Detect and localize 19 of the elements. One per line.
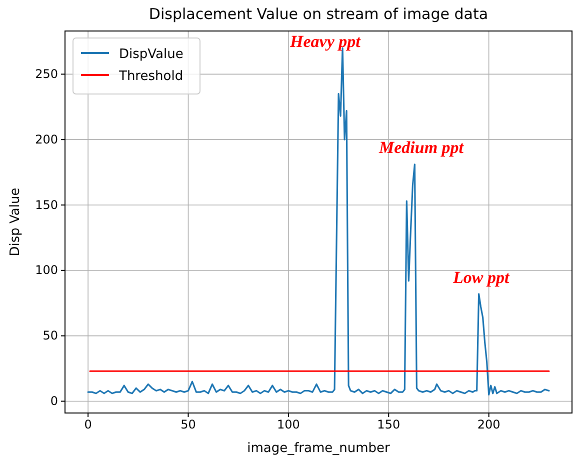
y-tick-label: 200 xyxy=(35,132,58,146)
y-tick-label: 150 xyxy=(35,198,58,212)
annotation: Low ppt xyxy=(452,268,510,287)
x-axis-title: image_frame_number xyxy=(247,441,391,456)
legend-label: DispValue xyxy=(119,47,184,62)
annotation: Medium ppt xyxy=(378,138,465,157)
annotation: Heavy ppt xyxy=(289,32,362,51)
y-tick-label: 50 xyxy=(42,328,58,343)
chart-title: Displacement Value on stream of image data xyxy=(148,5,488,23)
y-tick-label: 100 xyxy=(35,263,58,278)
x-tick-label: 100 xyxy=(276,418,300,432)
x-tick-label: 200 xyxy=(477,418,500,432)
x-tick-label: 50 xyxy=(180,418,196,432)
y-axis-title: Disp Value xyxy=(8,188,23,256)
legend-label: Threshold xyxy=(118,69,184,84)
x-tick-label: 150 xyxy=(377,418,400,432)
x-tick-label: 0 xyxy=(84,418,92,432)
y-tick-label: 250 xyxy=(35,67,58,82)
y-tick-label: 0 xyxy=(50,394,58,408)
